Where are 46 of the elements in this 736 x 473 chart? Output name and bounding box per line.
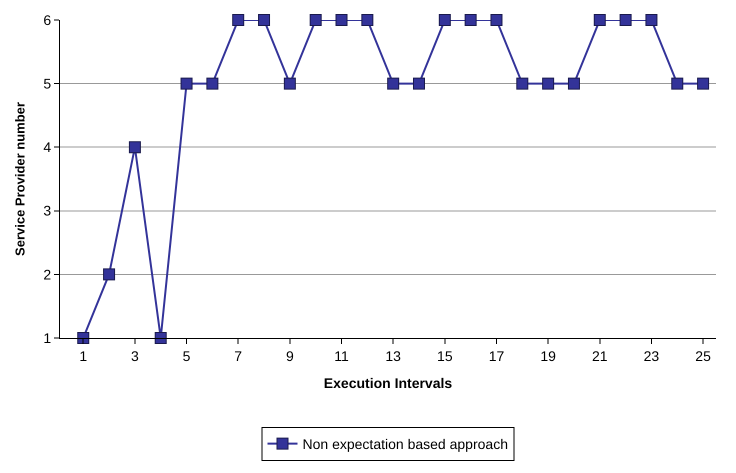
point <box>620 14 632 26</box>
x-tick-label: 5 <box>182 348 191 364</box>
point <box>412 78 425 90</box>
y-axis-title: Service Provider number <box>12 102 28 256</box>
point <box>258 14 270 26</box>
point <box>438 14 451 26</box>
x-axis-title: Execution Intervals <box>324 375 452 392</box>
point <box>594 14 606 26</box>
point <box>232 14 244 26</box>
x-tick-label: 21 <box>592 348 608 364</box>
x-tick-label: 7 <box>234 348 242 364</box>
point <box>542 78 554 90</box>
y-tick-label: 4 <box>43 139 52 156</box>
point <box>310 14 322 26</box>
point <box>387 78 400 90</box>
point <box>336 14 348 26</box>
point <box>180 78 193 90</box>
point <box>516 78 528 90</box>
x-tick-label: 1 <box>79 348 88 364</box>
legend-label: Non expectation based approach <box>302 436 508 452</box>
x-tick-label: 19 <box>540 348 556 364</box>
point <box>645 14 658 26</box>
y-tick-label: 6 <box>43 12 52 28</box>
x-tick-label: 9 <box>286 348 294 364</box>
point <box>464 14 477 26</box>
x-tick-label: 13 <box>385 348 402 364</box>
point <box>103 268 116 280</box>
x-tick-label: 23 <box>644 348 660 364</box>
point <box>671 78 684 90</box>
x-tick-label: 15 <box>437 348 453 364</box>
point <box>361 14 374 26</box>
point <box>490 14 502 26</box>
point <box>206 78 218 90</box>
x-tick-label: 3 <box>131 348 139 364</box>
x-tick-label: 17 <box>488 348 504 364</box>
x-tick-label: 11 <box>334 348 349 364</box>
point <box>128 141 141 154</box>
point <box>284 78 296 90</box>
y-tick-label: 5 <box>43 76 52 92</box>
point <box>568 78 580 90</box>
y-tick-label: 2 <box>43 266 52 282</box>
point <box>697 78 710 90</box>
x-tick-label: 25 <box>695 348 712 364</box>
y-tick-label: 1 <box>43 330 52 346</box>
point <box>154 332 167 344</box>
y-tick-label: 3 <box>43 202 52 219</box>
